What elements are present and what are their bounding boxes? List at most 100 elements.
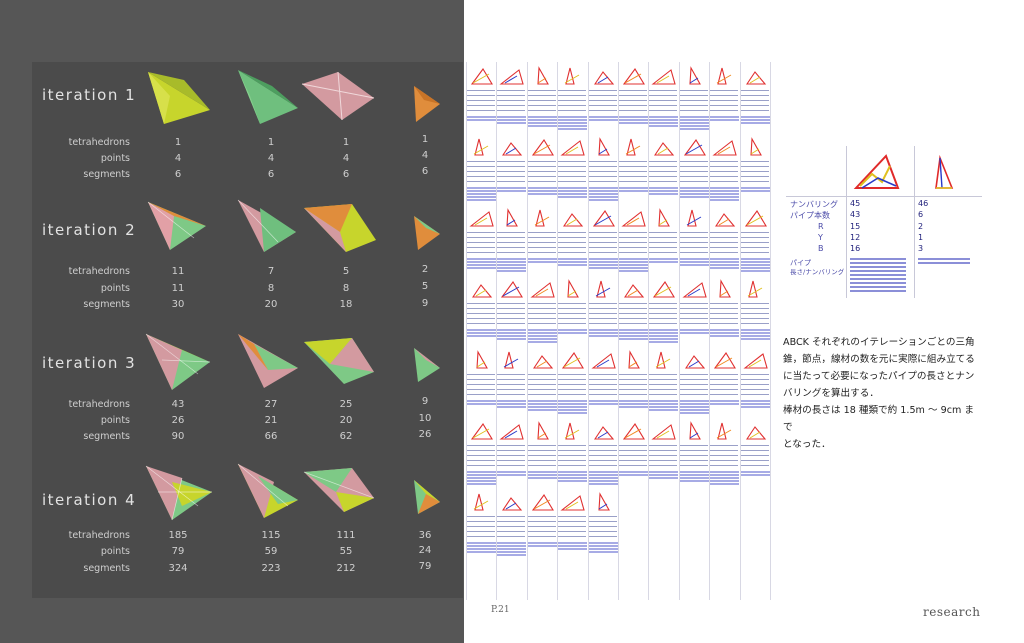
table-rule bbox=[527, 161, 556, 162]
triangle-pipes-icon bbox=[532, 355, 553, 369]
table-rule bbox=[740, 323, 769, 324]
table-rule bbox=[558, 374, 587, 375]
table-rule bbox=[558, 166, 587, 167]
table-rule bbox=[467, 323, 495, 324]
stat-value: 4 bbox=[174, 153, 182, 164]
tetrahedrons-label: tetrahedrons bbox=[68, 266, 130, 277]
table-rule bbox=[588, 232, 617, 233]
pipe-cell bbox=[497, 350, 527, 420]
description-line: 棒材の長さは 18 種類で約 1.5m 〜 9cm まで bbox=[783, 405, 974, 433]
table-rule bbox=[467, 242, 495, 243]
iteration-panel bbox=[32, 62, 463, 598]
pipe-length-list bbox=[679, 187, 709, 199]
table-rule bbox=[649, 445, 678, 446]
table-rule bbox=[588, 237, 617, 238]
table-rule bbox=[588, 379, 617, 380]
pipe-cell bbox=[679, 421, 710, 491]
stat-value: 9 bbox=[421, 396, 429, 407]
table-rule bbox=[527, 531, 556, 532]
table-rule bbox=[679, 374, 708, 375]
tetrahedron-image bbox=[303, 468, 375, 512]
table-rule bbox=[497, 303, 526, 304]
table-rule bbox=[588, 465, 617, 466]
table-rule bbox=[710, 176, 739, 177]
table-rule bbox=[558, 389, 587, 390]
table-rule bbox=[527, 379, 556, 380]
table-rule bbox=[588, 303, 617, 304]
table-rule bbox=[740, 110, 769, 111]
pipe-cell bbox=[497, 208, 527, 278]
pipe-cell bbox=[649, 208, 679, 278]
pipe-length-list bbox=[679, 400, 709, 415]
triangle-pipes-icon bbox=[593, 426, 614, 440]
triangle-pipes-icon bbox=[623, 284, 645, 298]
pipe-length-entry bbox=[850, 258, 906, 260]
table-rule bbox=[649, 171, 678, 172]
pipe-length-list bbox=[710, 329, 740, 338]
table-rule bbox=[588, 110, 617, 111]
tetrahedron-image bbox=[238, 334, 298, 388]
grid-column-line bbox=[587, 62, 589, 600]
table-rule bbox=[619, 455, 647, 456]
tetrahedron-image bbox=[304, 204, 376, 252]
table-rule bbox=[740, 181, 769, 182]
pipe-length-list bbox=[588, 116, 618, 122]
table-rule bbox=[588, 516, 617, 517]
table-rule bbox=[710, 161, 739, 162]
table-rule bbox=[558, 252, 587, 253]
tetrahedron-image bbox=[238, 70, 298, 124]
table-rule bbox=[619, 166, 647, 167]
triangle-pipes-icon bbox=[715, 213, 736, 227]
table-rule bbox=[588, 100, 617, 101]
pipe-cell bbox=[740, 137, 771, 207]
table-rule bbox=[558, 521, 587, 522]
table-rule bbox=[497, 323, 526, 324]
table-rule bbox=[588, 521, 617, 522]
table-rule bbox=[588, 242, 617, 243]
table-rule bbox=[710, 252, 739, 253]
pipe-length-list bbox=[588, 329, 618, 338]
pipe-length-list bbox=[679, 329, 709, 335]
table-rule bbox=[558, 105, 587, 106]
table-rule bbox=[527, 232, 556, 233]
table-rule bbox=[649, 379, 678, 380]
table-rule bbox=[619, 384, 647, 385]
table-rule bbox=[619, 161, 647, 162]
grid-column-line bbox=[709, 62, 711, 600]
table-rule bbox=[558, 303, 587, 304]
pipe-cell bbox=[467, 208, 497, 278]
table-rule bbox=[558, 308, 587, 309]
pipe-length-entry bbox=[850, 270, 906, 272]
pipe-length-list bbox=[497, 329, 527, 341]
pipe-length-list bbox=[649, 116, 679, 128]
stat-value: 185 bbox=[168, 530, 188, 541]
table-rule bbox=[497, 445, 526, 446]
triangle-pipes-icon bbox=[716, 67, 732, 85]
table-rule bbox=[467, 379, 495, 380]
table-rule bbox=[497, 171, 526, 172]
table-rule bbox=[588, 90, 617, 91]
table-rule bbox=[619, 379, 647, 380]
pipe-cell bbox=[710, 279, 740, 349]
table-rule bbox=[710, 242, 739, 243]
pipe-cell bbox=[467, 137, 497, 207]
table-rule bbox=[467, 90, 495, 91]
table-rule bbox=[649, 105, 678, 106]
stat-value: 6 bbox=[174, 169, 182, 180]
pipe-cell bbox=[619, 350, 649, 420]
triangle-pipes-icon bbox=[716, 422, 732, 440]
table-rule bbox=[558, 232, 587, 233]
table-rule bbox=[679, 242, 708, 243]
table-rule bbox=[649, 394, 678, 395]
table-rule bbox=[588, 323, 617, 324]
stat-value: 4 bbox=[342, 153, 350, 164]
table-rule bbox=[710, 450, 739, 451]
table-rule bbox=[740, 247, 769, 248]
table-rule bbox=[740, 374, 769, 375]
table-rule bbox=[467, 252, 495, 253]
table-rule bbox=[588, 374, 617, 375]
stat-value: 5 bbox=[421, 281, 429, 292]
tetrahedrons-label: tetrahedrons bbox=[68, 137, 130, 148]
tetrahedron-image bbox=[145, 465, 212, 521]
table-rule bbox=[740, 171, 769, 172]
